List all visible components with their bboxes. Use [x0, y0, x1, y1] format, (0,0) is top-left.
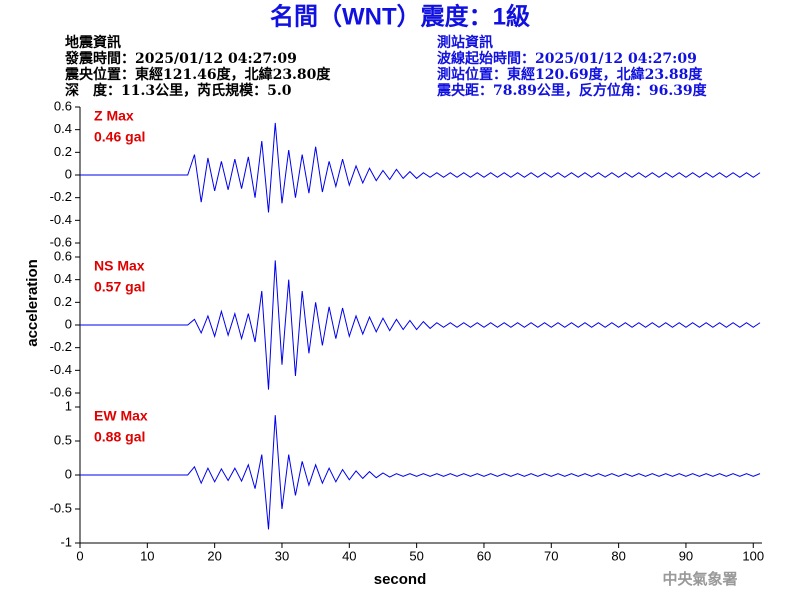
y-tick-label: 0	[65, 316, 72, 331]
x-tick-label: 0	[76, 548, 83, 563]
x-axis-label: second	[374, 571, 427, 588]
y-tick-label: -1	[60, 534, 72, 549]
waveform	[80, 122, 761, 213]
x-tick-label: 40	[342, 548, 356, 563]
y-tick-label: 0.6	[54, 248, 72, 263]
y-tick-label: 1	[65, 398, 72, 413]
y-tick-label: 0.4	[54, 121, 72, 136]
info-line: 震央位置：東經121.46度，北緯23.80度	[64, 66, 331, 83]
y-tick-label: 0.5	[54, 432, 72, 447]
x-tick-label: 30	[275, 548, 289, 563]
info-line: 發震時間：2025/01/12 04:27:09	[64, 50, 297, 67]
x-tick-label: 100	[742, 548, 764, 563]
panel-max: 0.46 gal	[94, 129, 145, 145]
panel-label: NS Max	[94, 258, 145, 274]
info-line: 測站位置：東經120.69度，北緯23.88度	[437, 66, 703, 83]
y-tick-label: -0.6	[50, 384, 72, 399]
y-tick-label: -0.2	[50, 189, 72, 204]
panel-label: EW Max	[94, 408, 148, 424]
x-tick-label: 90	[679, 548, 693, 563]
x-tick-label: 70	[544, 548, 558, 563]
y-tick-label: -0.5	[50, 500, 72, 515]
waveform	[80, 260, 761, 390]
x-tick-label: 80	[611, 548, 625, 563]
y-tick-label: -0.6	[50, 234, 72, 249]
x-tick-label: 10	[140, 548, 154, 563]
x-tick-label: 50	[409, 548, 423, 563]
info-line: 深 度：11.3公里，芮氏規模：5.0	[65, 82, 292, 99]
y-tick-label: 0.2	[54, 144, 72, 159]
y-tick-label: 0	[65, 166, 72, 181]
footer: 中央氣象署	[662, 570, 737, 588]
panel-max: 0.88 gal	[94, 429, 145, 445]
y-tick-label: 0	[65, 466, 72, 481]
x-tick-label: 20	[207, 548, 221, 563]
y-tick-label: -0.4	[50, 362, 72, 377]
y-axis-label: acceleration	[24, 259, 41, 347]
panel-max: 0.57 gal	[94, 279, 145, 295]
y-tick-label: -0.2	[50, 339, 72, 354]
info-line: 測站資訊	[437, 34, 493, 51]
y-tick-label: -0.4	[50, 212, 72, 227]
info-line: 震央距：78.89公里，反方位角：96.39度	[436, 82, 708, 99]
info-line: 波線起始時間：2025/01/12 04:27:09	[437, 50, 697, 67]
y-tick-label: 0.2	[54, 294, 72, 309]
y-tick-label: 0.6	[54, 98, 72, 113]
y-tick-label: 0.4	[54, 271, 72, 286]
panel-label: Z Max	[94, 108, 134, 124]
x-tick-label: 60	[477, 548, 491, 563]
title: 名間（WNT）震度：1級	[270, 2, 530, 30]
info-line: 地震資訊	[65, 34, 121, 51]
waveform	[80, 415, 761, 530]
